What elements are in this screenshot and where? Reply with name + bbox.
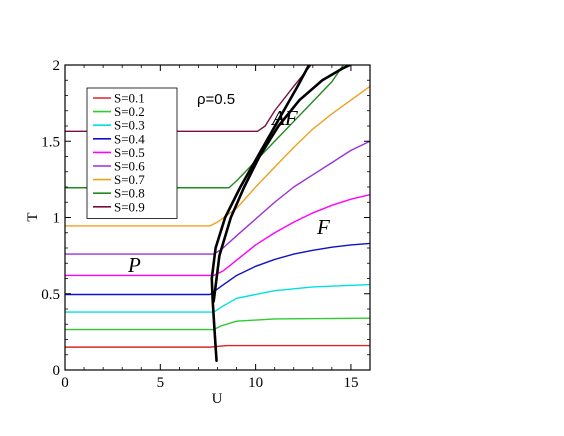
legend-label: S=0.7 xyxy=(114,172,145,187)
y-tick-label: 0 xyxy=(53,363,61,379)
y-tick-label: 0.5 xyxy=(41,287,60,303)
series-line-2 xyxy=(65,317,370,331)
phase-boundary-1 xyxy=(210,65,311,363)
phase-boundary-2 xyxy=(212,65,352,303)
x-tick-label: 10 xyxy=(248,375,263,391)
y-tick-label: 2 xyxy=(53,58,61,74)
legend-label: S=0.8 xyxy=(114,186,145,201)
y-axis-label: T xyxy=(25,212,41,221)
f-region-label: F xyxy=(316,215,330,239)
legend-label: S=0.9 xyxy=(114,199,145,214)
series-line-5 xyxy=(65,193,370,277)
y-tick-label: 1.5 xyxy=(41,134,60,150)
legend-label: S=0.1 xyxy=(114,91,145,106)
x-tick-label: 5 xyxy=(157,375,165,391)
series-line-9 xyxy=(65,65,312,133)
legend-label: S=0.3 xyxy=(114,118,145,133)
y-tick-label: 1 xyxy=(53,211,61,227)
legend-label: S=0.5 xyxy=(114,145,145,160)
series-line-8 xyxy=(65,65,344,189)
rho-annotation: ρ=0.5 xyxy=(197,91,235,108)
legend-label: S=0.2 xyxy=(114,104,145,119)
legend-label: S=0.6 xyxy=(114,159,145,174)
legend-label: S=0.4 xyxy=(114,131,145,146)
series-line-1 xyxy=(65,344,370,348)
series-line-6 xyxy=(65,140,370,255)
af-region-label: AF xyxy=(270,106,298,130)
p-region-label: P xyxy=(127,253,141,277)
series-line-4 xyxy=(65,242,370,296)
x-axis-label: U xyxy=(212,391,223,407)
legend: S=0.1S=0.2S=0.3S=0.4S=0.5S=0.6S=0.7S=0.8… xyxy=(86,87,178,219)
x-tick-label: 15 xyxy=(343,375,358,391)
series-line-7 xyxy=(65,85,370,227)
x-tick-label: 0 xyxy=(61,375,69,391)
